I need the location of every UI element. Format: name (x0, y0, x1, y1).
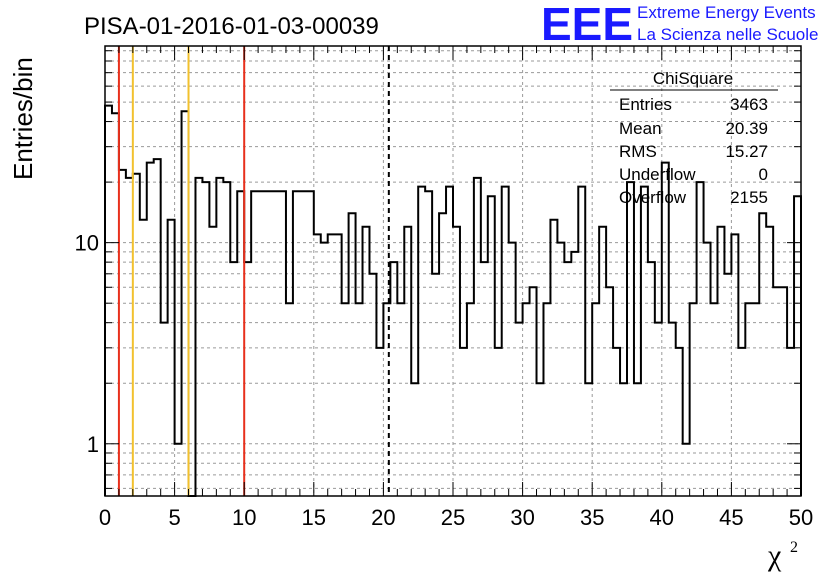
y-axis-label: Entries/bin (8, 57, 38, 180)
x-tick-label: 10 (232, 505, 256, 530)
x-tick-label: 20 (371, 505, 395, 530)
x-tick-label: 5 (168, 505, 180, 530)
stats-label-mean: Mean (619, 119, 662, 138)
x-tick-label: 40 (650, 505, 674, 530)
stats-value-rms: 15.27 (725, 142, 768, 161)
x-tick-label: 50 (789, 505, 813, 530)
logo-line1: Extreme Energy Events (637, 3, 816, 22)
chart-title: PISA-01-2016-01-03-00039 (84, 13, 379, 40)
stats-value-underflow: 0 (759, 165, 768, 184)
logo-mark: EEE (541, 0, 633, 50)
stats-label-overflow: Overflow (619, 188, 687, 207)
stats-box: ChiSquare Entries 3463 Mean 20.39 RMS 15… (610, 69, 778, 207)
x-tick-label: 30 (510, 505, 534, 530)
stats-label-underflow: Underflow (619, 165, 696, 184)
eee-logo: EEE Extreme Energy Events La Scienza nel… (541, 0, 818, 50)
x-axis-label-superscript: 2 (790, 539, 798, 556)
x-axis-label: χ (767, 539, 782, 572)
x-tick-label: 45 (719, 505, 743, 530)
plot-area: 0 5 10 15 20 25 30 35 40 45 50 1 10 (75, 45, 813, 530)
x-tick-label: 15 (302, 505, 326, 530)
histogram-line (104, 104, 802, 497)
stats-label-entries: Entries (619, 95, 672, 114)
stats-label-rms: RMS (619, 142, 657, 161)
y-tick-label: 10 (75, 231, 99, 256)
x-tick-label: 35 (580, 505, 604, 530)
x-tick-label: 0 (99, 505, 111, 530)
stats-value-entries: 3463 (730, 95, 768, 114)
y-tick-label: 1 (87, 432, 99, 457)
stats-value-mean: 20.39 (725, 119, 768, 138)
stats-value-overflow: 2155 (730, 188, 768, 207)
x-tick-label: 25 (441, 505, 465, 530)
stats-title: ChiSquare (653, 69, 733, 88)
logo-line2: La Scienza nelle Scuole (637, 25, 818, 44)
